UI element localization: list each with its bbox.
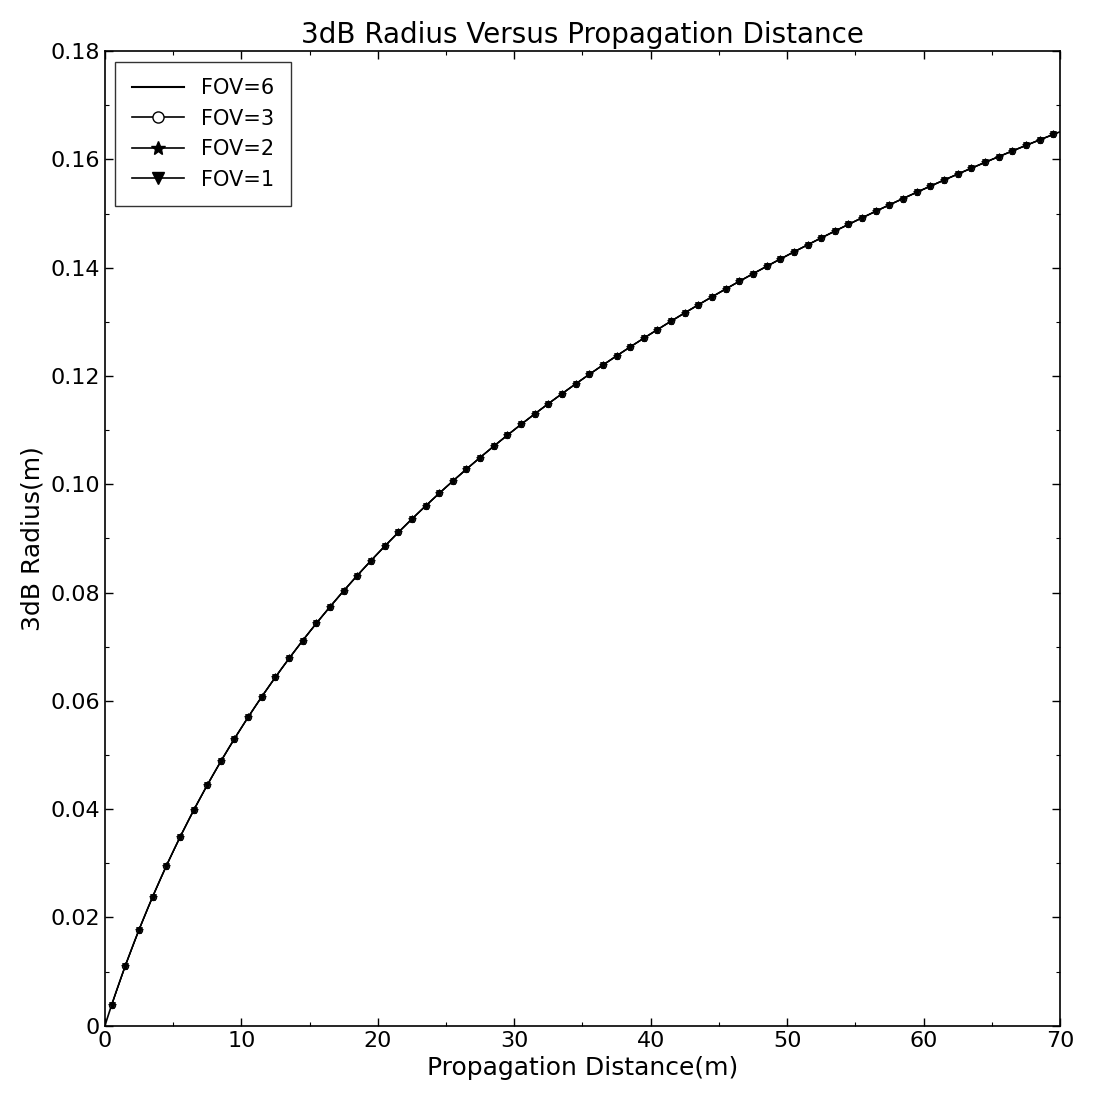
X-axis label: Propagation Distance(m): Propagation Distance(m) [427, 1056, 738, 1080]
Y-axis label: 3dB Radius(m): 3dB Radius(m) [21, 446, 45, 631]
Title: 3dB Radius Versus Propagation Distance: 3dB Radius Versus Propagation Distance [301, 21, 864, 48]
Legend: FOV=6, FOV=3, FOV=2, FOV=1: FOV=6, FOV=3, FOV=2, FOV=1 [115, 62, 290, 206]
